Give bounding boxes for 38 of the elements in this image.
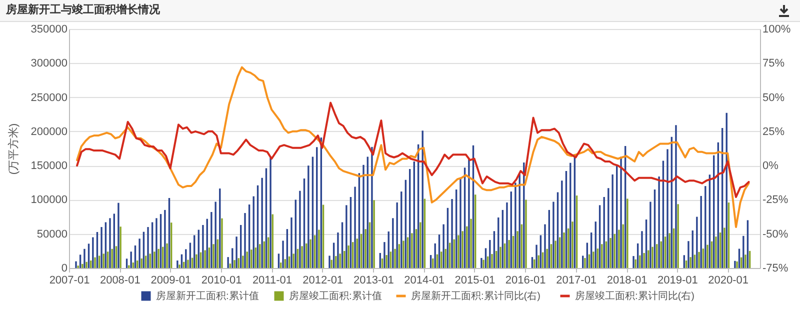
x-tick-label: 2017-01 bbox=[556, 274, 597, 286]
y2-tick-label: 100% bbox=[762, 24, 791, 36]
y-tick-label: 350000 bbox=[30, 24, 68, 36]
x-tick-label: 2011-01 bbox=[252, 274, 292, 286]
x-tick-label: 2007-01 bbox=[49, 274, 90, 286]
y-tick-label: 250000 bbox=[30, 92, 68, 104]
y2-tick-label: -75% bbox=[762, 262, 788, 274]
legend-label: 房屋竣工面积:累计同比(右) bbox=[575, 290, 694, 302]
legend-label: 房屋竣工面积:累计值 bbox=[289, 290, 382, 302]
x-tick-label: 2014-01 bbox=[404, 274, 444, 286]
y-tick-label: 150000 bbox=[30, 160, 68, 172]
line-series bbox=[76, 102, 750, 198]
x-tick-label: 2016-01 bbox=[505, 274, 546, 286]
chart-title: 房屋新开工与竣工面积增长情况 bbox=[5, 3, 161, 16]
y2-tick-label: 50% bbox=[762, 92, 785, 104]
y2-tick-label: 25% bbox=[762, 126, 785, 138]
x-tick-label: 2018-01 bbox=[606, 274, 648, 286]
y2-tick-label: -50% bbox=[762, 228, 788, 240]
y-tick-label: 100000 bbox=[30, 194, 68, 206]
x-tick-label: 2019-01 bbox=[657, 274, 698, 286]
y2-tick-label: 75% bbox=[762, 58, 785, 70]
y-tick-label: 0 bbox=[61, 262, 68, 274]
x-tick-label: 2013-01 bbox=[353, 274, 394, 286]
y2-tick-label: 0% bbox=[762, 160, 779, 172]
x-tick-label: 2015-01 bbox=[454, 274, 496, 286]
y2-tick-label: -25% bbox=[762, 194, 788, 206]
legend-label: 房屋新开工面积:累计值 bbox=[156, 290, 259, 302]
x-tick-label: 2008-01 bbox=[100, 274, 140, 286]
x-tick-label: 2012-01 bbox=[302, 274, 344, 286]
x-tick-label: 2010-01 bbox=[201, 274, 242, 286]
y-tick-label: 300000 bbox=[30, 58, 68, 70]
x-tick-label: 2009-01 bbox=[150, 274, 192, 286]
y-tick-label: 50000 bbox=[36, 228, 68, 240]
line-series bbox=[76, 66, 750, 228]
y-axis-title: (万平方米) bbox=[6, 123, 20, 175]
y-tick-label: 200000 bbox=[30, 126, 68, 138]
x-tick-label: 2020-01 bbox=[708, 274, 748, 286]
legend-label: 房屋新开工面积:累计同比(右) bbox=[411, 290, 540, 302]
